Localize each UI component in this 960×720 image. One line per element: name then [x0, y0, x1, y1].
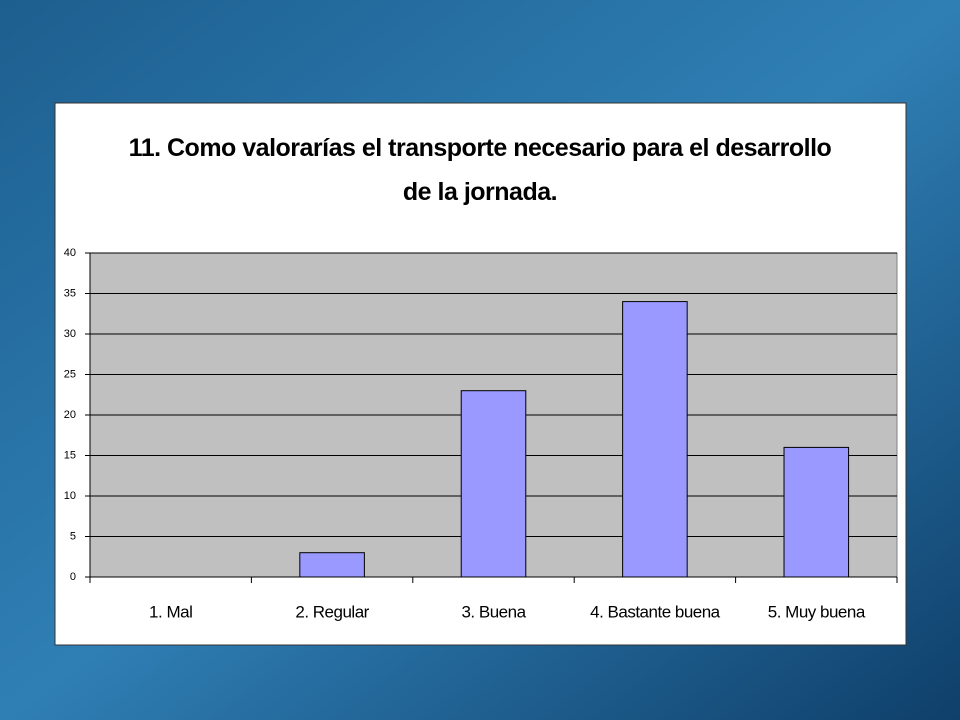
bar	[299, 552, 365, 578]
y-tick-label: 35	[64, 287, 76, 299]
y-tick-label: 30	[64, 328, 76, 340]
x-tick-label: 2. Regular	[295, 602, 369, 621]
y-tick-label: 40	[64, 247, 76, 259]
y-tick-label: 25	[64, 368, 76, 380]
y-tick-label: 5	[70, 530, 76, 542]
chart-title: 11. Como valorarías el transporte necesa…	[128, 134, 832, 206]
bar	[460, 390, 527, 578]
y-tick-label: 10	[64, 490, 76, 502]
x-tick-label: 1. Mal	[149, 602, 192, 621]
y-tick-label: 0	[70, 571, 76, 583]
x-tick-label: 4. Bastante buena	[590, 602, 721, 621]
x-tick-label: 5. Muy buena	[768, 602, 866, 621]
y-tick-label: 15	[64, 449, 76, 461]
bar	[783, 446, 850, 578]
bar	[622, 301, 688, 578]
x-tick-label: 3. Buena	[461, 602, 526, 621]
y-tick-label: 20	[64, 409, 76, 421]
